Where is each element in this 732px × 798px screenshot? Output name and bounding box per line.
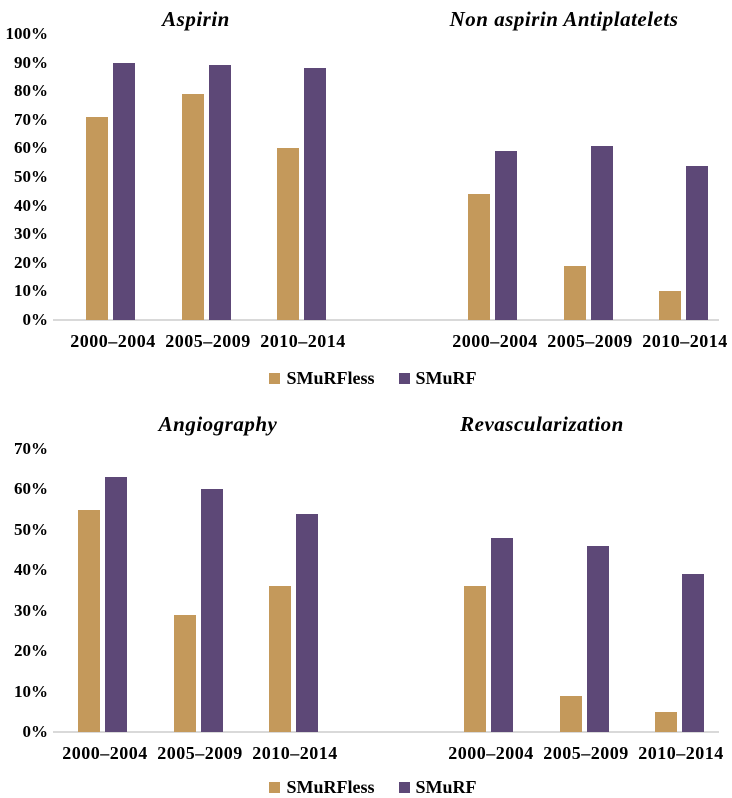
y-tick-label-aspirin-60: 60% [14, 138, 48, 158]
chart-title-non-aspirin-antiplatelets: Non aspirin Antiplatelets [449, 7, 679, 31]
y-tick-label-aspirin-50: 50% [14, 167, 48, 186]
legend-label-smurf: SMuRF [415, 776, 477, 797]
chart-title-aspirin: Aspirin [162, 7, 230, 31]
bar-revascularization-smurf-2000-2004 [491, 538, 513, 732]
y-tick-label-aspirin-30: 30% [14, 224, 48, 244]
legend-swatch-smurfless [269, 372, 281, 384]
y-tick-label-aspirin-70: 70% [14, 109, 48, 129]
x-axis-line-top-row [53, 319, 719, 321]
legend-item-smurfless: SMuRFless [269, 776, 375, 798]
legend-swatch-smurfless [269, 781, 281, 793]
bar-angiography-smurfless-2010-2014 [269, 586, 291, 732]
bar-angiography-smurf-2000-2004 [105, 477, 127, 732]
bar-non-aspirin-antiplatelets-smurfless-2000-2004 [468, 194, 490, 320]
legend-swatch-smurf [398, 781, 410, 793]
y-tick-label-angiography-70: 70% [14, 438, 48, 458]
x-category-label-angiography-2005-2009: 2005–2009 [157, 743, 243, 763]
y-tick-label-angiography-40: 40% [14, 560, 48, 580]
bar-non-aspirin-antiplatelets-smurfless-2005-2009 [564, 266, 586, 320]
x-category-label-non-aspirin-antiplatelets-2000-2004: 2000–2004 [452, 331, 538, 351]
legend-swatch-smurf [398, 372, 410, 384]
y-tick-label-aspirin-100: 100% [5, 24, 49, 43]
bar-non-aspirin-antiplatelets-smurf-2005-2009 [591, 146, 613, 320]
y-tick-label-angiography-60: 60% [14, 479, 48, 499]
legend-item-smurf: SMuRF [398, 367, 477, 389]
bar-revascularization-smurfless-2005-2009 [560, 696, 582, 732]
x-axis-line-bottom-row [53, 731, 719, 733]
legend-item-smurf: SMuRF [398, 776, 477, 798]
x-category-label-non-aspirin-antiplatelets-2010-2014: 2010–2014 [642, 331, 728, 351]
bar-angiography-smurfless-2000-2004 [78, 510, 100, 732]
bar-revascularization-smurfless-2010-2014 [655, 712, 677, 732]
y-tick-label-angiography-30: 30% [14, 600, 48, 620]
x-category-label-aspirin-2000-2004: 2000–2004 [70, 331, 156, 351]
bar-aspirin-smurfless-2010-2014 [277, 148, 299, 320]
x-category-label-non-aspirin-antiplatelets-2005-2009: 2005–2009 [547, 331, 633, 351]
bar-angiography-smurf-2005-2009 [201, 489, 223, 732]
x-category-label-aspirin-2010-2014: 2010–2014 [260, 331, 346, 351]
bar-non-aspirin-antiplatelets-smurf-2010-2014 [686, 166, 708, 320]
y-tick-label-aspirin-90: 90% [14, 52, 48, 72]
bar-aspirin-smurf-2005-2009 [209, 65, 231, 320]
bar-aspirin-smurf-2000-2004 [113, 63, 135, 320]
legend-bottom-row: SMuRFless SMuRF [14, 776, 732, 798]
y-tick-label-aspirin-80: 80% [14, 81, 48, 101]
y-tick-label-aspirin-20: 20% [14, 252, 48, 272]
y-tick-label-angiography-20: 20% [14, 641, 48, 661]
bar-aspirin-smurfless-2005-2009 [182, 94, 204, 320]
bar-aspirin-smurf-2010-2014 [304, 68, 326, 320]
y-tick-label-angiography-50: 50% [14, 519, 48, 539]
bar-revascularization-smurf-2005-2009 [587, 546, 609, 732]
x-category-label-angiography-2010-2014: 2010–2014 [252, 743, 338, 763]
x-category-label-aspirin-2005-2009: 2005–2009 [165, 331, 251, 351]
legend-top-row: SMuRFless SMuRF [14, 367, 732, 389]
y-tick-label-angiography-10: 10% [14, 681, 48, 701]
y-tick-label-aspirin-10: 10% [14, 281, 48, 301]
bar-revascularization-smurf-2010-2014 [682, 574, 704, 732]
x-category-label-revascularization-2000-2004: 2000–2004 [448, 743, 534, 763]
bar-angiography-smurfless-2005-2009 [174, 615, 196, 732]
bar-aspirin-smurfless-2000-2004 [86, 117, 108, 320]
bar-revascularization-smurfless-2000-2004 [464, 586, 486, 732]
y-tick-label-aspirin-40: 40% [14, 195, 48, 215]
chart-title-angiography: Angiography [158, 412, 278, 436]
bar-non-aspirin-antiplatelets-smurfless-2010-2014 [659, 291, 681, 320]
bar-angiography-smurf-2010-2014 [296, 514, 318, 732]
legend-label-smurf: SMuRF [415, 367, 477, 388]
legend-label-smurfless: SMuRFless [286, 776, 375, 797]
y-tick-label-aspirin-0: 0% [22, 310, 49, 329]
x-category-label-revascularization-2010-2014: 2010–2014 [638, 743, 724, 763]
bar-non-aspirin-antiplatelets-smurf-2000-2004 [495, 151, 517, 320]
chart-title-revascularization: Revascularization [460, 412, 624, 436]
x-category-label-revascularization-2005-2009: 2005–2009 [543, 743, 629, 763]
legend-item-smurfless: SMuRFless [269, 367, 375, 389]
y-tick-label-angiography-0: 0% [22, 722, 49, 741]
x-category-label-angiography-2000-2004: 2000–2004 [62, 743, 148, 763]
legend-label-smurfless: SMuRFless [286, 367, 375, 388]
